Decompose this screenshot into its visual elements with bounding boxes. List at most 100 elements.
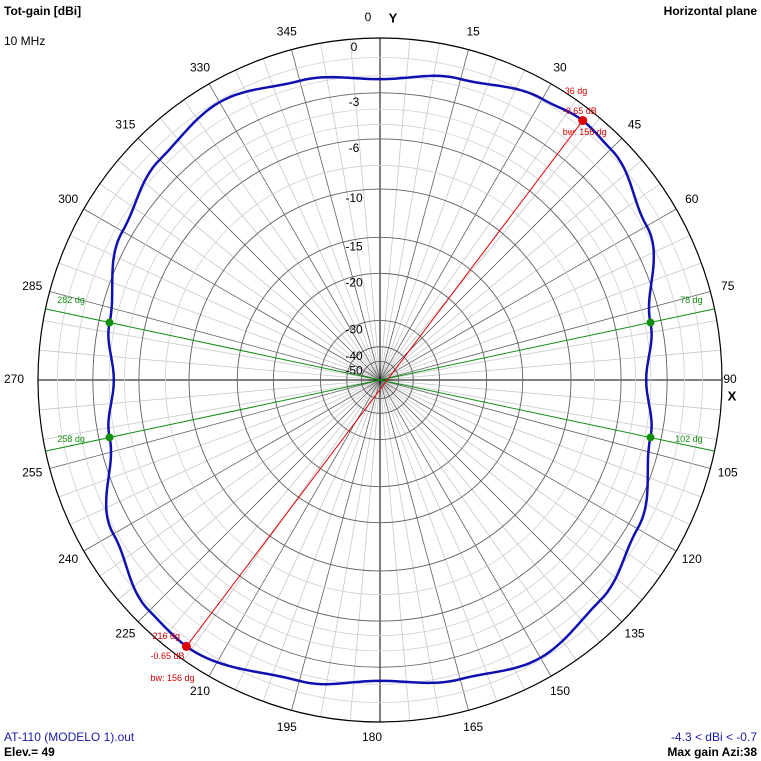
major-radial (379, 379, 711, 469)
ring-label: -3 (349, 95, 360, 109)
max-gain-bw-label: bw: 156 dg (150, 673, 194, 683)
gain-ring (138, 138, 622, 622)
minor-radial (349, 39, 381, 381)
minor-radial (183, 99, 381, 381)
minor-radial (379, 69, 525, 381)
max-gain-bw-label: bw: 156 dg (563, 127, 607, 137)
minor-radial (159, 379, 381, 643)
azimuth-label: 210 (190, 684, 210, 698)
beamwidth-line (45, 379, 381, 452)
gain-ring (37, 37, 723, 723)
plane-label: Horizontal plane (663, 4, 757, 18)
gain-range: -4.3 < dBi < -0.7 (670, 730, 757, 744)
azimuth-label: 45 (628, 118, 642, 132)
major-radial (379, 137, 623, 381)
major-radial (137, 137, 381, 381)
ring-label: -50 (345, 364, 363, 378)
beamwidth-line (45, 308, 381, 381)
azimuth-label: 75 (721, 279, 735, 293)
chart-title: Tot-gain [dBi] (4, 4, 82, 18)
ring-label: -20 (345, 276, 363, 290)
minor-ring (165, 165, 595, 595)
azimuth-label: 30 (553, 60, 567, 74)
minor-radial (320, 43, 381, 381)
max-gain-point (181, 641, 191, 651)
azimuth-label: 15 (466, 24, 480, 38)
minor-radial (117, 159, 381, 381)
major-radial (379, 49, 469, 381)
azimuth-label: 255 (22, 465, 42, 479)
major-radial (379, 379, 469, 711)
major-radial (49, 379, 381, 469)
minor-radial (379, 159, 643, 381)
major-radial (379, 379, 623, 623)
azimuth-label: 285 (22, 279, 42, 293)
major-radial (379, 208, 677, 381)
beamwidth-line (379, 379, 715, 452)
minor-radial (99, 183, 381, 381)
minor-ring (56, 56, 704, 704)
minor-radial (379, 320, 717, 381)
azimuth-label: 90 (723, 372, 737, 386)
azimuth-label: 315 (115, 118, 135, 132)
major-radial (49, 291, 381, 381)
azimuth-label: 165 (463, 720, 483, 734)
gain-ring (360, 360, 400, 400)
minor-radial (235, 69, 381, 381)
max-gain-angle-label: 36 dg (565, 86, 588, 96)
max-gain-angle-label: 216 dg (152, 631, 180, 641)
minor-radial (262, 379, 381, 702)
minor-ring (75, 75, 685, 685)
minor-radial (235, 379, 381, 691)
ring-label: -10 (345, 191, 363, 205)
beamwidth-label: 282 dg (57, 295, 85, 305)
beamwidth-line (379, 308, 715, 381)
beamwidth-label: 258 dg (57, 434, 85, 444)
azimuth-label: 135 (625, 627, 645, 641)
minor-radial (379, 43, 440, 381)
major-radial (83, 379, 381, 552)
azimuth-label: 0 (365, 10, 372, 24)
minor-radial (320, 379, 381, 717)
minor-radial (379, 58, 498, 381)
minor-radial (99, 379, 381, 577)
minor-radial (39, 349, 381, 381)
azimuth-label: 105 (718, 465, 738, 479)
minor-radial (379, 379, 411, 721)
minor-radial (43, 320, 381, 381)
beamwidth-label: 102 dg (675, 434, 703, 444)
beamwidth-point (105, 318, 114, 327)
minor-radial (117, 379, 381, 601)
major-radial (291, 49, 381, 381)
beamwidth-point (646, 318, 655, 327)
gain-ring (272, 272, 488, 488)
minor-radial (379, 379, 440, 717)
azimuth-label: 330 (190, 60, 210, 74)
minor-radial (379, 379, 577, 661)
minor-radial (379, 379, 721, 411)
ring-label: 0 (351, 40, 358, 54)
ring-label: -15 (345, 239, 363, 253)
x-axis-name: X (728, 388, 737, 403)
minor-radial (379, 235, 691, 381)
elevation-label: Elev.= 49 (4, 745, 55, 759)
ring-label: -6 (349, 141, 360, 155)
azimuth-label: 270 (4, 372, 24, 386)
minor-ring (108, 108, 652, 652)
minor-radial (379, 379, 691, 525)
azimuth-label: 240 (58, 552, 78, 566)
azimuth-label: 180 (362, 730, 382, 744)
azimuth-label: 300 (58, 192, 78, 206)
gain-ring (188, 188, 572, 572)
pattern-curve (104, 74, 656, 686)
gain-ring (236, 236, 524, 524)
azimuth-label: 195 (277, 720, 297, 734)
major-radial (83, 208, 381, 381)
minor-radial (349, 379, 381, 721)
major-radial (208, 379, 381, 677)
minor-radial (379, 379, 601, 643)
max-gain-azimuth: Max gain Azi:38 (667, 745, 757, 759)
beamwidth-point (646, 433, 655, 442)
minor-radial (379, 379, 525, 691)
